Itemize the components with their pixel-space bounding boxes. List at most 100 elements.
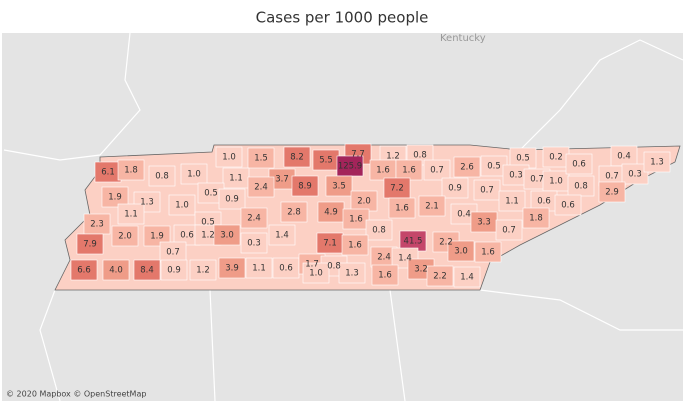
county-label: 0.8	[327, 262, 341, 272]
county-label: 3.0	[220, 231, 234, 241]
county	[643, 151, 671, 173]
county-label: 8.2	[290, 153, 304, 163]
county	[474, 241, 502, 263]
county-label: 1.6	[402, 166, 416, 176]
county-label: 0.6	[180, 231, 194, 241]
county-label: 0.6	[561, 201, 575, 211]
county-label: 2.8	[287, 208, 301, 218]
county-label: 3.2	[414, 265, 428, 275]
county-label: 0.9	[448, 184, 462, 194]
county	[426, 265, 454, 287]
county-label: 1.0	[222, 153, 236, 163]
county-label: 7.1	[323, 239, 337, 249]
county	[218, 257, 246, 279]
county	[117, 159, 145, 181]
county-label: 0.9	[225, 195, 239, 205]
county-label: 1.3	[140, 198, 154, 208]
county	[247, 176, 275, 198]
county-label: 1.4	[460, 273, 474, 283]
county-label: 0.8	[413, 151, 427, 161]
county	[365, 219, 393, 241]
county	[70, 259, 98, 281]
county	[473, 179, 501, 201]
county-label: 0.8	[155, 172, 169, 182]
county-label: 6.1	[101, 168, 115, 178]
county-label: 0.7	[430, 166, 444, 176]
county-label: 2.4	[247, 214, 261, 224]
county-label: 0.5	[201, 218, 215, 228]
county-label: 2.9	[605, 188, 619, 198]
county	[522, 207, 550, 229]
region-label: Kentucky	[440, 33, 486, 44]
county-label: 1.9	[108, 193, 122, 203]
county-label: 1.6	[349, 215, 363, 225]
county-label: 1.4	[275, 231, 289, 241]
county	[621, 163, 649, 185]
county-label: 0.5	[487, 162, 501, 172]
county	[76, 233, 104, 255]
county	[180, 163, 208, 185]
county	[325, 175, 353, 197]
county	[453, 156, 481, 178]
county-label: 1.3	[345, 269, 359, 279]
county	[218, 188, 246, 210]
county	[453, 266, 481, 288]
county-label: 0.4	[457, 210, 471, 220]
county	[102, 259, 130, 281]
county-label: 0.5	[204, 189, 218, 199]
county-label: 1.6	[348, 241, 362, 251]
county	[441, 177, 469, 199]
county-label: 1.2	[201, 231, 215, 241]
counties: 6.1 1.8 0.8 1.0 1.0 1.5 8.2 5.5 7.7 125.9 1.2 0.8 1.…	[70, 143, 671, 288]
county-label: 0.9	[167, 266, 181, 276]
county-label: 8.4	[140, 266, 154, 276]
county-label: 3.7	[275, 175, 289, 185]
county	[423, 159, 451, 181]
county-label: 2.1	[425, 202, 439, 212]
county-label: 1.6	[376, 166, 390, 176]
county-label: 6.6	[77, 266, 91, 276]
county-label: 1.0	[187, 170, 201, 180]
county-label: 0.5	[516, 154, 530, 164]
county-label: 1.3	[650, 158, 664, 168]
county	[240, 232, 268, 254]
county-label: 3.3	[477, 218, 491, 228]
county-label: 0.7	[480, 186, 494, 196]
county	[143, 225, 171, 247]
county	[148, 165, 176, 187]
county-label: 7.2	[390, 184, 404, 194]
county-label: 1.9	[150, 232, 164, 242]
county	[554, 194, 582, 216]
county-label: 2.4	[254, 183, 268, 193]
county-label: 0.7	[166, 248, 180, 258]
county	[495, 219, 523, 241]
county	[291, 175, 319, 197]
attribution: © 2020 Mapbox © OpenStreetMap	[6, 390, 146, 399]
county-label: 0.7	[502, 226, 516, 236]
county-label: 1.6	[378, 271, 392, 281]
county-label: 2.2	[433, 272, 447, 282]
county-label: 0.6	[537, 197, 551, 207]
county-label: 1.6	[395, 204, 409, 214]
county-label: 1.0	[549, 177, 563, 187]
county-label: 1.8	[529, 214, 543, 224]
county-label: 0.8	[574, 182, 588, 192]
county-label: 1.4	[398, 254, 412, 264]
county	[117, 203, 145, 225]
county-label: 1.1	[229, 174, 243, 184]
county-label: 1.7	[305, 260, 319, 270]
county	[341, 234, 369, 256]
county-label: 1.1	[505, 197, 519, 207]
borders	[3, 32, 684, 402]
county-label: 3.0	[454, 247, 468, 257]
county	[342, 208, 370, 230]
county	[283, 146, 311, 168]
county	[280, 201, 308, 223]
county-label: 1.8	[124, 166, 138, 176]
county-label: 0.3	[628, 170, 642, 180]
county-label: 1.0	[309, 269, 323, 279]
county-label: 0.7	[605, 172, 619, 182]
county	[247, 147, 275, 169]
county-label: 7.9	[83, 240, 97, 250]
county	[133, 259, 161, 281]
